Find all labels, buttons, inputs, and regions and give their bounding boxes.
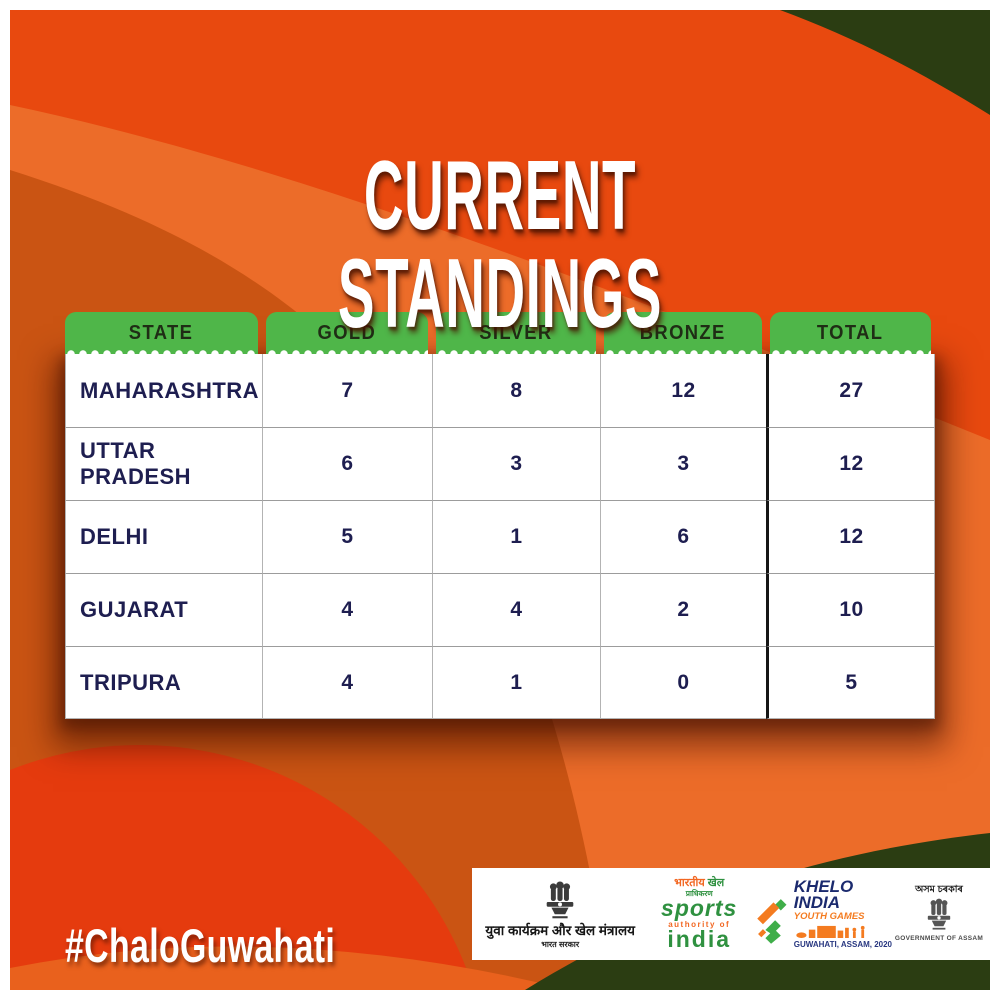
sai-hindi-sub: प्राधिकरण	[685, 888, 713, 898]
bg-bottom-arc	[10, 946, 570, 990]
cell-total: 12	[766, 500, 935, 573]
assam-government-text: GOVERNMENT OF ASSAM	[894, 935, 984, 943]
column-header-state: STATE	[65, 312, 262, 354]
cell-silver: 1	[432, 646, 600, 719]
cell-state: MAHARASHTRA	[65, 354, 262, 427]
cell-total: 27	[766, 354, 935, 427]
bg-red-circle	[10, 745, 474, 990]
cell-state: UTTAR PRADESH	[65, 427, 262, 500]
cell-bronze: 6	[600, 500, 766, 573]
cell-total: 12	[766, 427, 935, 500]
cell-bronze: 0	[600, 646, 766, 719]
cell-state: DELHI	[65, 500, 262, 573]
cell-gold: 6	[262, 427, 432, 500]
assam-emblem-icon	[927, 898, 951, 930]
page-title-text: CURRENT STANDINGS	[337, 140, 663, 348]
column-header-label: SILVER	[479, 321, 553, 344]
kiyg-location-text: GUWAHATI, ASSAM, 2020	[793, 940, 893, 949]
column-header-gold: GOLD	[262, 312, 432, 354]
sai-authority-text: authority of	[668, 920, 731, 930]
sai-hindi-line: भारतीय खेल	[674, 877, 724, 890]
khelo-india-youth-games-logo: KHELO INDIA YOUTH GAMES GUWAHATI, ASSAM,…	[754, 876, 893, 949]
column-header-silver: SILVER	[432, 312, 600, 354]
cityscape-icon	[796, 925, 865, 938]
cell-gold: 4	[262, 573, 432, 646]
kiyg-youth-games-text: YOUTH GAMES	[793, 911, 865, 923]
assam-native-title: অসম চৰকাৰ	[915, 884, 963, 896]
cell-silver: 8	[432, 354, 600, 427]
cell-total: 5	[766, 646, 935, 719]
column-header-label: STATE	[129, 321, 194, 344]
myas-hindi-title: युवा कार्यक्रम और खेल मंत्रालय	[485, 923, 635, 939]
hashtag: #ChaloGuwahati	[65, 922, 440, 969]
sports-authority-india-logo: भारतीय खेल प्राधिकरण sports authority of…	[644, 877, 754, 951]
myas-hindi-subtitle: भारत सरकार	[541, 939, 580, 949]
ashoka-emblem-icon	[546, 881, 574, 919]
standings-table: STATE GOLD SILVER BRONZE TOTAL MAHARASHT…	[65, 312, 935, 719]
sai-sports-wordmark: sports	[661, 895, 738, 922]
cell-bronze: 2	[600, 573, 766, 646]
kiyg-india-text: INDIA	[793, 892, 841, 912]
cell-silver: 1	[432, 500, 600, 573]
cell-bronze: 12	[600, 354, 766, 427]
kiyg-khelo-text: KHELO	[793, 876, 854, 896]
sai-hindi-green: खेल	[707, 876, 725, 889]
government-of-assam-logo: অসম চৰকাৰ GOVERNMENT OF ASSAM	[892, 884, 986, 943]
ministry-youth-affairs-logo: युवा कार्यक्रम और खेल मंत्रालय भारत सरका…	[476, 879, 644, 949]
sai-india-wordmark: india	[667, 926, 732, 953]
column-header-bronze: BRONZE	[600, 312, 766, 354]
cell-state: TRIPURA	[65, 646, 262, 719]
column-header-label: GOLD	[317, 321, 377, 344]
cell-gold: 4	[262, 646, 432, 719]
page-title: CURRENT STANDINGS	[10, 146, 990, 342]
column-header-label: BRONZE	[640, 321, 726, 344]
column-header-label: TOTAL	[817, 321, 884, 344]
cell-silver: 4	[432, 573, 600, 646]
cell-silver: 3	[432, 427, 600, 500]
sai-hindi-orange: भारतीय	[674, 876, 705, 889]
cell-bronze: 3	[600, 427, 766, 500]
cell-total: 10	[766, 573, 935, 646]
column-header-total: TOTAL	[766, 312, 935, 354]
runner-icon	[757, 899, 787, 944]
sponsor-logo-bar: युवा कार्यक्रम और खेल मंत्रालय भारत सरका…	[472, 868, 990, 960]
bg-green-top-right	[780, 10, 990, 115]
cell-gold: 5	[262, 500, 432, 573]
cell-gold: 7	[262, 354, 432, 427]
poster-background: CURRENT STANDINGS STATE GOLD SILVER BRON…	[10, 10, 990, 990]
cell-state: GUJARAT	[65, 573, 262, 646]
hashtag-text: #ChaloGuwahati	[65, 919, 336, 972]
